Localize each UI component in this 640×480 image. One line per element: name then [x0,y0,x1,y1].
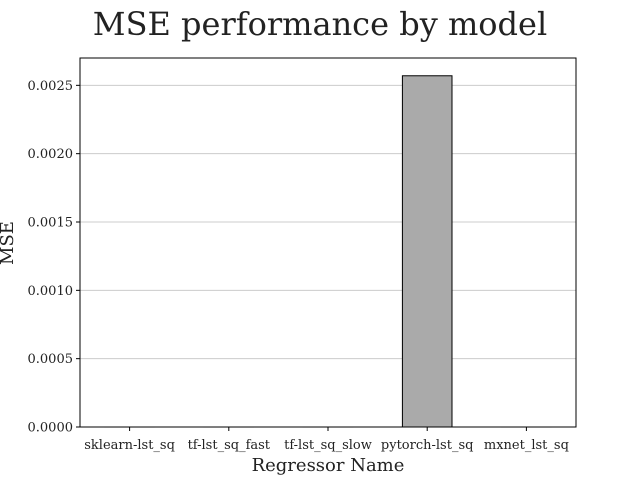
plot-frame [79,57,577,428]
x-axis: sklearn-lst_sq tf-lst_sq_fast tf-lst_sq_sl… [84,427,569,453]
y-tick-label: 0.0015 [28,216,74,231]
y-axis: 0.0000 0.0005 0.0010 0.0015 0.0020 0.0025 [28,79,80,436]
y-axis-label: MSE [0,221,18,265]
x-tick-label: tf-lst_sq_slow [284,438,372,453]
x-axis-label: Regressor Name [252,455,405,476]
x-tick-label: tf-lst_sq_fast [188,438,271,453]
y-tick-label: 0.0005 [28,352,74,367]
y-tick-label: 0.0025 [28,79,74,94]
chart-title: MSE performance by model [93,5,547,43]
y-tick-label: 0.0010 [28,284,74,299]
x-tick-label: mxnet_lst_sq [484,438,569,453]
grid-lines [80,84,576,428]
y-tick-label: 0.0000 [28,421,74,436]
bars [104,75,552,428]
y-tick-label: 0.0020 [28,147,74,162]
x-tick-label: pytorch-lst_sq [381,438,474,453]
x-tick-label: sklearn-lst_sq [84,438,175,453]
bar [401,75,453,428]
